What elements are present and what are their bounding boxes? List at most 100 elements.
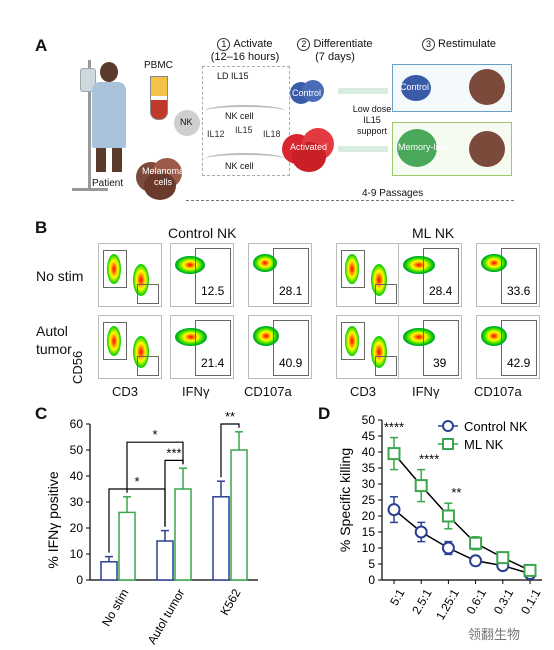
pbmc-tube-icon xyxy=(150,76,168,120)
flow-plot-ifng-control-tumor: 21.4 xyxy=(170,315,234,379)
chart-c-ytick-label: 40 xyxy=(70,469,84,483)
chart-c-ytick-label: 0 xyxy=(76,573,83,587)
nk-cell-icon xyxy=(174,110,200,136)
row-label-no-stim: No stim xyxy=(36,268,84,284)
chart-c-xtick-label: No stim xyxy=(99,586,131,628)
row-label-autol-tumor: Autol tumor xyxy=(36,323,72,357)
value-cd107a-control-nostim: 28.1 xyxy=(279,284,303,298)
chart-d-point-ml xyxy=(523,563,537,577)
chart-d-svg: % Specific killing 0 5 10 15 20 25 30 35 40 45 50 5… xyxy=(337,413,544,622)
chart-d-point-ml xyxy=(441,509,455,523)
activated-cell-icon xyxy=(282,128,338,172)
chart-d-ytick-label: 10 xyxy=(362,541,376,555)
flow-plot-ifng-ml-nostim: 28.4 xyxy=(398,243,462,307)
group-control-nk: Control NK xyxy=(168,225,237,241)
melanoma-cells-icon xyxy=(136,158,184,200)
passages-label: 4-9 Passages xyxy=(362,188,424,199)
chart-c-sig-bracket xyxy=(164,459,184,527)
panel-b-letter: B xyxy=(35,218,48,237)
chart-c-bar xyxy=(118,511,136,581)
chart-d-xtick-label: 2.5:1 xyxy=(409,586,435,616)
step-2-title: Differentiate xyxy=(313,38,373,50)
panel-d-letter: D xyxy=(318,404,331,423)
value-ifng-control-nostim: 12.5 xyxy=(201,284,225,298)
chart-d-xtick-label: 0.6:1 xyxy=(464,586,490,616)
watermark: 领翻生物 xyxy=(468,627,521,642)
patient-icon xyxy=(86,62,132,174)
flow-plot-cd107a-control-nostim: 28.1 xyxy=(248,243,312,307)
step-2-sub: (7 days) xyxy=(315,51,355,63)
x-label-ifng-left: IFNγ xyxy=(182,384,210,399)
chart-c-sig-label: *** xyxy=(166,445,181,460)
value-cd107a-control-tumor: 40.9 xyxy=(279,356,303,370)
chart-c-xtick-label: K562 xyxy=(217,586,243,618)
chart-d-ytick-label: 25 xyxy=(362,493,376,507)
flow-plot-cd107a-ml-nostim: 33.6 xyxy=(476,243,540,307)
panel-a-letter: A xyxy=(35,36,48,55)
flow-plot-ifng-control-nostim: 12.5 xyxy=(170,243,234,307)
step-1-title: Activate xyxy=(233,38,273,50)
step-2-num: 2 xyxy=(297,38,311,51)
value-ifng-ml-nostim: 28.4 xyxy=(429,284,453,298)
chart-d-sig-label: **** xyxy=(384,420,404,435)
chart-c-sig-bracket xyxy=(220,423,240,478)
chart-c-xtick-label: Autol tumor xyxy=(145,586,188,646)
cytokine-il12: IL12 xyxy=(207,129,225,139)
flow-plot-cd3-ml-tumor xyxy=(336,315,400,379)
nk-cell-top-label: NK cell xyxy=(225,111,254,121)
cytokine-il15: IL15 xyxy=(235,125,253,135)
chart-c-sig-label: ** xyxy=(225,409,235,424)
restim-memory-box xyxy=(392,122,512,176)
chart-d-point-ml xyxy=(387,447,401,461)
x-label-cd107a-left: CD107a xyxy=(244,384,292,399)
restim-control-box xyxy=(392,64,512,112)
chart-d-xtick-label: 1.25:1 xyxy=(433,586,462,622)
chart-d-ytick-label: 40 xyxy=(362,445,376,459)
control-label: Control xyxy=(292,88,322,98)
step-3-header: 3 Restimulate xyxy=(404,38,514,51)
low-dose-label: Low dose IL15 support xyxy=(352,104,392,136)
step-1-num: 1 xyxy=(217,38,231,51)
chart-c-sig-bracket xyxy=(126,441,184,493)
step-1-sub: (12–16 hours) xyxy=(210,51,280,63)
patient-label: Patient xyxy=(92,178,124,189)
passages-arrow xyxy=(186,200,514,201)
step-2-header: 2 Differentiate (7 days) xyxy=(290,38,380,63)
chart-d-point-control xyxy=(414,525,428,539)
chart-c-bar xyxy=(156,540,174,581)
chart-d-xtick-label: 5:1 xyxy=(387,586,408,608)
chart-d-ytick-label: 5 xyxy=(368,557,375,571)
activation-box: LD IL15 NK cell IL12 IL15 IL18 NK cell xyxy=(202,66,290,176)
melanoma-label: Melanoma cells xyxy=(141,166,185,187)
y-axis-cd56: CD56 xyxy=(70,350,85,384)
chart-c-bar xyxy=(100,561,118,581)
chart-d-ytick-label: 20 xyxy=(362,509,376,523)
panel-c-letter: C xyxy=(35,404,48,423)
chart-c-bar xyxy=(174,488,192,581)
chart-d-ytick-label: 0 xyxy=(368,573,375,587)
arrow-to-control xyxy=(338,88,388,94)
control-right-label: Control xyxy=(400,82,430,92)
chart-c-ylabel: % IFNγ positive xyxy=(45,471,61,568)
ld-il15-label: LD IL15 xyxy=(217,71,249,81)
cytokine-il18: IL18 xyxy=(263,129,281,139)
chart-c-ytick-label: 30 xyxy=(70,495,84,509)
chart-d-legend-marker-control xyxy=(442,420,454,432)
chart-d-xtick-label: 0.3:1 xyxy=(491,586,517,616)
x-label-cd3-right: CD3 xyxy=(350,384,377,399)
chart-c-sig-label: * xyxy=(134,474,139,489)
chart-d-ytick-label: 35 xyxy=(362,461,376,475)
x-label-cd3-left: CD3 xyxy=(112,384,139,399)
chart-d-legend-marker-ml xyxy=(442,438,454,450)
chart-d-point-ml xyxy=(496,551,510,565)
x-label-ifng-right: IFNγ xyxy=(412,384,440,399)
chart-c-ytick-label: 50 xyxy=(70,443,84,457)
chart-d-ytick-label: 30 xyxy=(362,477,376,491)
flow-plot-cd3-control-tumor xyxy=(98,315,162,379)
flow-plot-cd3-ml-nostim xyxy=(336,243,400,307)
step-3-title: Restimulate xyxy=(437,38,497,50)
chart-d-legend-control: Control NK xyxy=(464,419,528,434)
x-label-cd107a-right: CD107a xyxy=(474,384,522,399)
value-ifng-control-tumor: 21.4 xyxy=(201,356,225,370)
arrow-to-memory xyxy=(338,146,388,152)
